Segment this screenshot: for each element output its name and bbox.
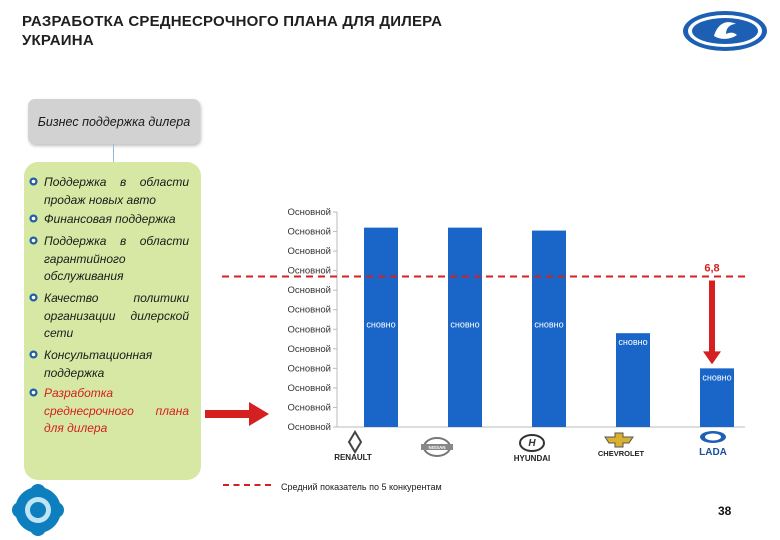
legend-text: Средний показатель по 5 конкурентам <box>281 482 442 492</box>
bar-value-label: сновно <box>618 337 647 347</box>
support-item-label: Консультационная поддержка <box>44 348 153 380</box>
bar-value-label: сновно <box>450 319 479 329</box>
title-line-2: УКРАИНА <box>22 32 94 49</box>
y-tick-label: Основной <box>287 285 331 296</box>
support-item-6: Разработка среднесрочного плана для диле… <box>29 385 189 438</box>
bar-value-label: сновно <box>534 319 563 329</box>
title-line-1: РАЗРАБОТКА СРЕДНЕСРОЧНОГО ПЛАНА ДЛЯ ДИЛЕ… <box>22 13 443 30</box>
y-tick-label: Основной <box>287 344 331 355</box>
bullet-icon <box>29 214 38 223</box>
nissan-logo: NISSAN <box>421 437 453 457</box>
brand-label-renault: RENAULT <box>334 453 372 462</box>
bullet-icon <box>29 236 38 245</box>
support-item-5: Консультационная поддержка <box>29 347 189 382</box>
page-number: 38 <box>718 504 732 518</box>
support-item-3: Поддержка в области гарантийного обслужи… <box>29 233 189 286</box>
renault-logo: RENAULT <box>334 430 372 462</box>
support-item-label: Разработка среднесрочного плана для диле… <box>44 386 189 436</box>
y-tick-label: Основной <box>287 227 331 238</box>
brand-label-hyundai: HYUNDAI <box>514 454 550 463</box>
brand-label-chevrolet: CHEVROLET <box>598 449 645 458</box>
bar-labels: сновно сновно сновно сновно сновно <box>366 319 731 382</box>
gap-arrow-shaft <box>709 280 715 353</box>
brand-label-lada: LADA <box>699 447 727 458</box>
bullet-icon <box>29 350 38 359</box>
chevrolet-logo: CHEVROLET <box>598 432 645 458</box>
gap-arrow-icon <box>703 280 721 365</box>
support-item-1: Поддержка в области продаж новых авто <box>29 174 189 209</box>
support-item-4: Качество политики организации дилерской … <box>29 290 189 343</box>
y-tick-label: Основной <box>287 422 331 433</box>
business-support-box: Бизнес поддержка дилера <box>28 99 200 144</box>
bar-nissan <box>448 227 482 427</box>
y-tick-label: Основной <box>287 305 331 316</box>
y-tick-label: Основной <box>287 324 331 335</box>
y-tick-label: Основной <box>287 363 331 374</box>
bullet-icon <box>29 293 38 302</box>
y-ticks: Основной Основной Основной Основной Основной… <box>287 207 337 433</box>
average-value-label: 6,8 <box>704 263 719 275</box>
bars <box>364 227 734 427</box>
pointer-arrow-icon <box>205 402 269 426</box>
bar-renault <box>364 227 398 427</box>
support-item-label: Поддержка в области продаж новых авто <box>44 175 189 207</box>
connector-line <box>113 144 114 162</box>
lada-logo-icon <box>683 11 767 51</box>
page-title: РАЗРАБОТКА СРЕДНЕСРОЧНОГО ПЛАНА ДЛЯ ДИЛЕ… <box>22 12 442 50</box>
flower-logo-icon <box>12 484 64 536</box>
brand-label-nissan: NISSAN <box>428 445 445 450</box>
bullet-icon <box>29 388 38 397</box>
support-item-label: Качество политики организации дилерской … <box>44 291 189 341</box>
legend-swatch <box>223 484 271 486</box>
gap-arrow-head <box>703 351 721 365</box>
bar-chevrolet <box>616 333 650 427</box>
y-tick-label: Основной <box>287 383 331 394</box>
y-tick-label: Основной <box>287 246 331 257</box>
svg-text:H: H <box>528 438 536 449</box>
support-item-2: Финансовая поддержка <box>29 211 189 229</box>
support-panel <box>24 162 201 480</box>
bar-value-label: сновно <box>702 372 731 382</box>
hyundai-logo: H HYUNDAI <box>514 434 550 463</box>
lada-brand-logo: LADA <box>699 431 727 458</box>
y-tick-label: Основной <box>287 266 331 277</box>
bar-hyundai <box>532 230 566 427</box>
bar-value-label: сновно <box>366 319 395 329</box>
y-tick-label: Основной <box>287 207 331 218</box>
support-item-label: Финансовая поддержка <box>44 212 176 226</box>
support-item-label: Поддержка в области гарантийного обслужи… <box>44 234 189 284</box>
bullet-icon <box>29 177 38 186</box>
bar-lada <box>700 368 734 427</box>
y-tick-label: Основной <box>287 402 331 413</box>
